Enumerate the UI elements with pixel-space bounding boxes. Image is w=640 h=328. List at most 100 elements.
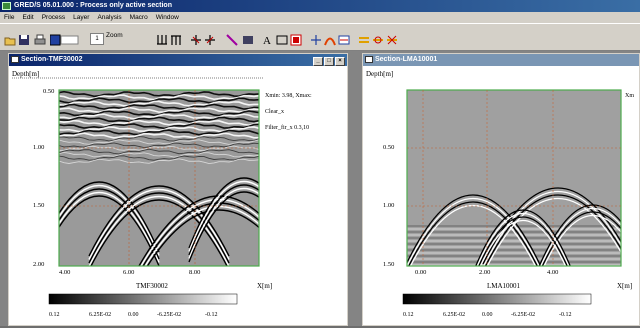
reflection-band <box>59 155 259 161</box>
hyperbola-reflections <box>407 187 621 266</box>
menu-edit[interactable]: Edit <box>22 14 34 21</box>
colorbar-tick: 6.25E-02 <box>443 312 465 318</box>
plot-frame <box>58 89 260 267</box>
crosshair-icon[interactable] <box>310 34 322 46</box>
print-icon[interactable] <box>34 34 46 46</box>
draw-line-icon[interactable] <box>226 34 238 46</box>
x-axis-label: TMF30002 <box>136 282 168 290</box>
hyperbola-line <box>407 194 542 266</box>
menu-analysis[interactable]: Analysis <box>97 14 122 21</box>
hyperbola-reflections <box>59 177 259 266</box>
section-title: Section-LMA10001 <box>375 56 438 63</box>
reflection-band <box>59 139 259 145</box>
reflection-band <box>59 97 259 104</box>
display-icon[interactable] <box>242 34 254 46</box>
hyperbola-line <box>59 188 160 260</box>
x-tick: 6.00 <box>123 269 134 276</box>
reflection-band <box>59 100 259 107</box>
hyperbola-line <box>409 205 537 266</box>
section-window-left[interactable]: Section-TMF30002 _ □ × Depth[m] <box>8 53 348 326</box>
hyperbola-line <box>408 201 538 266</box>
pick-layer-icon[interactable] <box>372 34 384 46</box>
color-picker-icon[interactable] <box>50 34 80 46</box>
text-tool-icon[interactable]: A <box>262 34 274 46</box>
close-button[interactable]: × <box>335 57 345 66</box>
trace-down-icon[interactable] <box>156 34 168 46</box>
x-tick: 8.00 <box>189 269 200 276</box>
maximize-button[interactable]: □ <box>324 57 334 66</box>
radargram-plot[interactable]: Depth[m] 0.50 1.00 1.50 0.00 2.00 4.00 L… <box>363 66 639 325</box>
reflection-band <box>59 103 259 110</box>
x-tick: 4.00 <box>59 269 70 276</box>
info-xrange: Xm <box>625 93 634 99</box>
trace-up-icon[interactable] <box>170 34 182 46</box>
radargram-background <box>407 90 621 266</box>
hyperbola-line <box>59 181 160 253</box>
menu-layer[interactable]: Layer <box>73 14 90 21</box>
section-window-right[interactable]: Section-LMA10001 Depth[m] 0.50 <box>362 53 640 326</box>
hyperbola-line <box>479 219 567 266</box>
colorbar <box>402 293 592 305</box>
radargram-svg-right[interactable]: Depth[m] 0.50 1.00 1.50 0.00 2.00 4.00 L… <box>363 66 639 326</box>
section-title-bar[interactable]: Section-LMA10001 <box>363 54 639 66</box>
open-folder-icon[interactable] <box>4 34 16 46</box>
layer-cross-icon[interactable] <box>386 34 398 46</box>
hyperbola-line <box>188 177 259 249</box>
hyperbola-line <box>146 209 259 266</box>
radargram-svg-left[interactable]: Depth[m] 0.50 1.00 1.50 2.00 4.00 6.00 8… <box>9 66 347 326</box>
x-tick: 4.00 <box>547 269 558 276</box>
x-axis-unit: X[m] <box>257 282 272 290</box>
hyperbola-line <box>478 216 568 266</box>
region-tool-icon[interactable] <box>290 34 302 46</box>
reflection-band <box>59 132 259 139</box>
colorbar-tick: -0.12 <box>559 312 572 318</box>
reflection-band <box>59 94 259 101</box>
hyperbola-line <box>88 185 230 257</box>
colorbar-tick: -6.25E-02 <box>157 312 181 318</box>
reflection-band <box>59 158 259 164</box>
minimize-button[interactable]: _ <box>313 57 323 66</box>
zoom-dropdown[interactable]: 1 <box>90 33 104 45</box>
background-noise <box>407 90 621 266</box>
hyperbola-line <box>407 198 540 266</box>
hyperbola-line <box>88 192 230 264</box>
layer-icon[interactable] <box>358 34 370 46</box>
marker-remove-icon[interactable] <box>204 34 216 46</box>
hyperbola-line <box>59 191 160 263</box>
menu-window[interactable]: Window <box>155 14 179 21</box>
reflection-band <box>59 142 259 149</box>
hyperbola-line <box>59 184 160 256</box>
hyperbola-line <box>543 215 621 266</box>
menu-process[interactable]: Process <box>41 14 66 21</box>
colorbar-tick: 0.00 <box>482 312 493 318</box>
section-title-bar[interactable]: Section-TMF30002 _ □ × <box>9 54 347 66</box>
x-tick: 2.00 <box>479 269 490 276</box>
reflection-band <box>59 148 259 155</box>
menu-macro[interactable]: Macro <box>129 14 148 21</box>
y-tick: 0.50 <box>43 88 54 95</box>
y-tick: 1.00 <box>33 144 44 151</box>
reflection-band <box>59 129 259 136</box>
info-xrange: Xmin: 3.98, Xmax: <box>265 93 312 99</box>
menu-bar: File Edit Process Layer Analysis Macro Window <box>0 12 640 23</box>
save-icon[interactable] <box>18 34 30 46</box>
colorbar-tick: 0.12 <box>49 312 60 318</box>
menu-file[interactable]: File <box>4 14 15 21</box>
section-icon <box>11 56 19 63</box>
info-process-step: Filter_fir_x 0.3,10 <box>265 124 309 131</box>
radargram-plot[interactable]: Depth[m] 0.50 1.00 1.50 2.00 4.00 6.00 8… <box>9 66 347 325</box>
hyperbola-line <box>476 212 570 266</box>
hyperbola-line <box>538 204 621 266</box>
app-titlebar: GRED/S 05.01.000 : Process only active s… <box>0 0 640 12</box>
hyperbola-line <box>90 199 228 266</box>
rectangle-tool-icon[interactable] <box>276 34 288 46</box>
marker-add-icon[interactable] <box>190 34 202 46</box>
svg-text:A: A <box>263 35 271 46</box>
hyperbola-fit-icon[interactable] <box>324 34 336 46</box>
section-icon <box>365 56 373 63</box>
hyperbola-line <box>88 188 230 260</box>
toolbar: 1 Zoom A <box>0 23 640 51</box>
filter-icon[interactable] <box>338 34 350 46</box>
hyperbola-line <box>541 211 621 266</box>
zoom-label: Zoom <box>106 32 123 39</box>
